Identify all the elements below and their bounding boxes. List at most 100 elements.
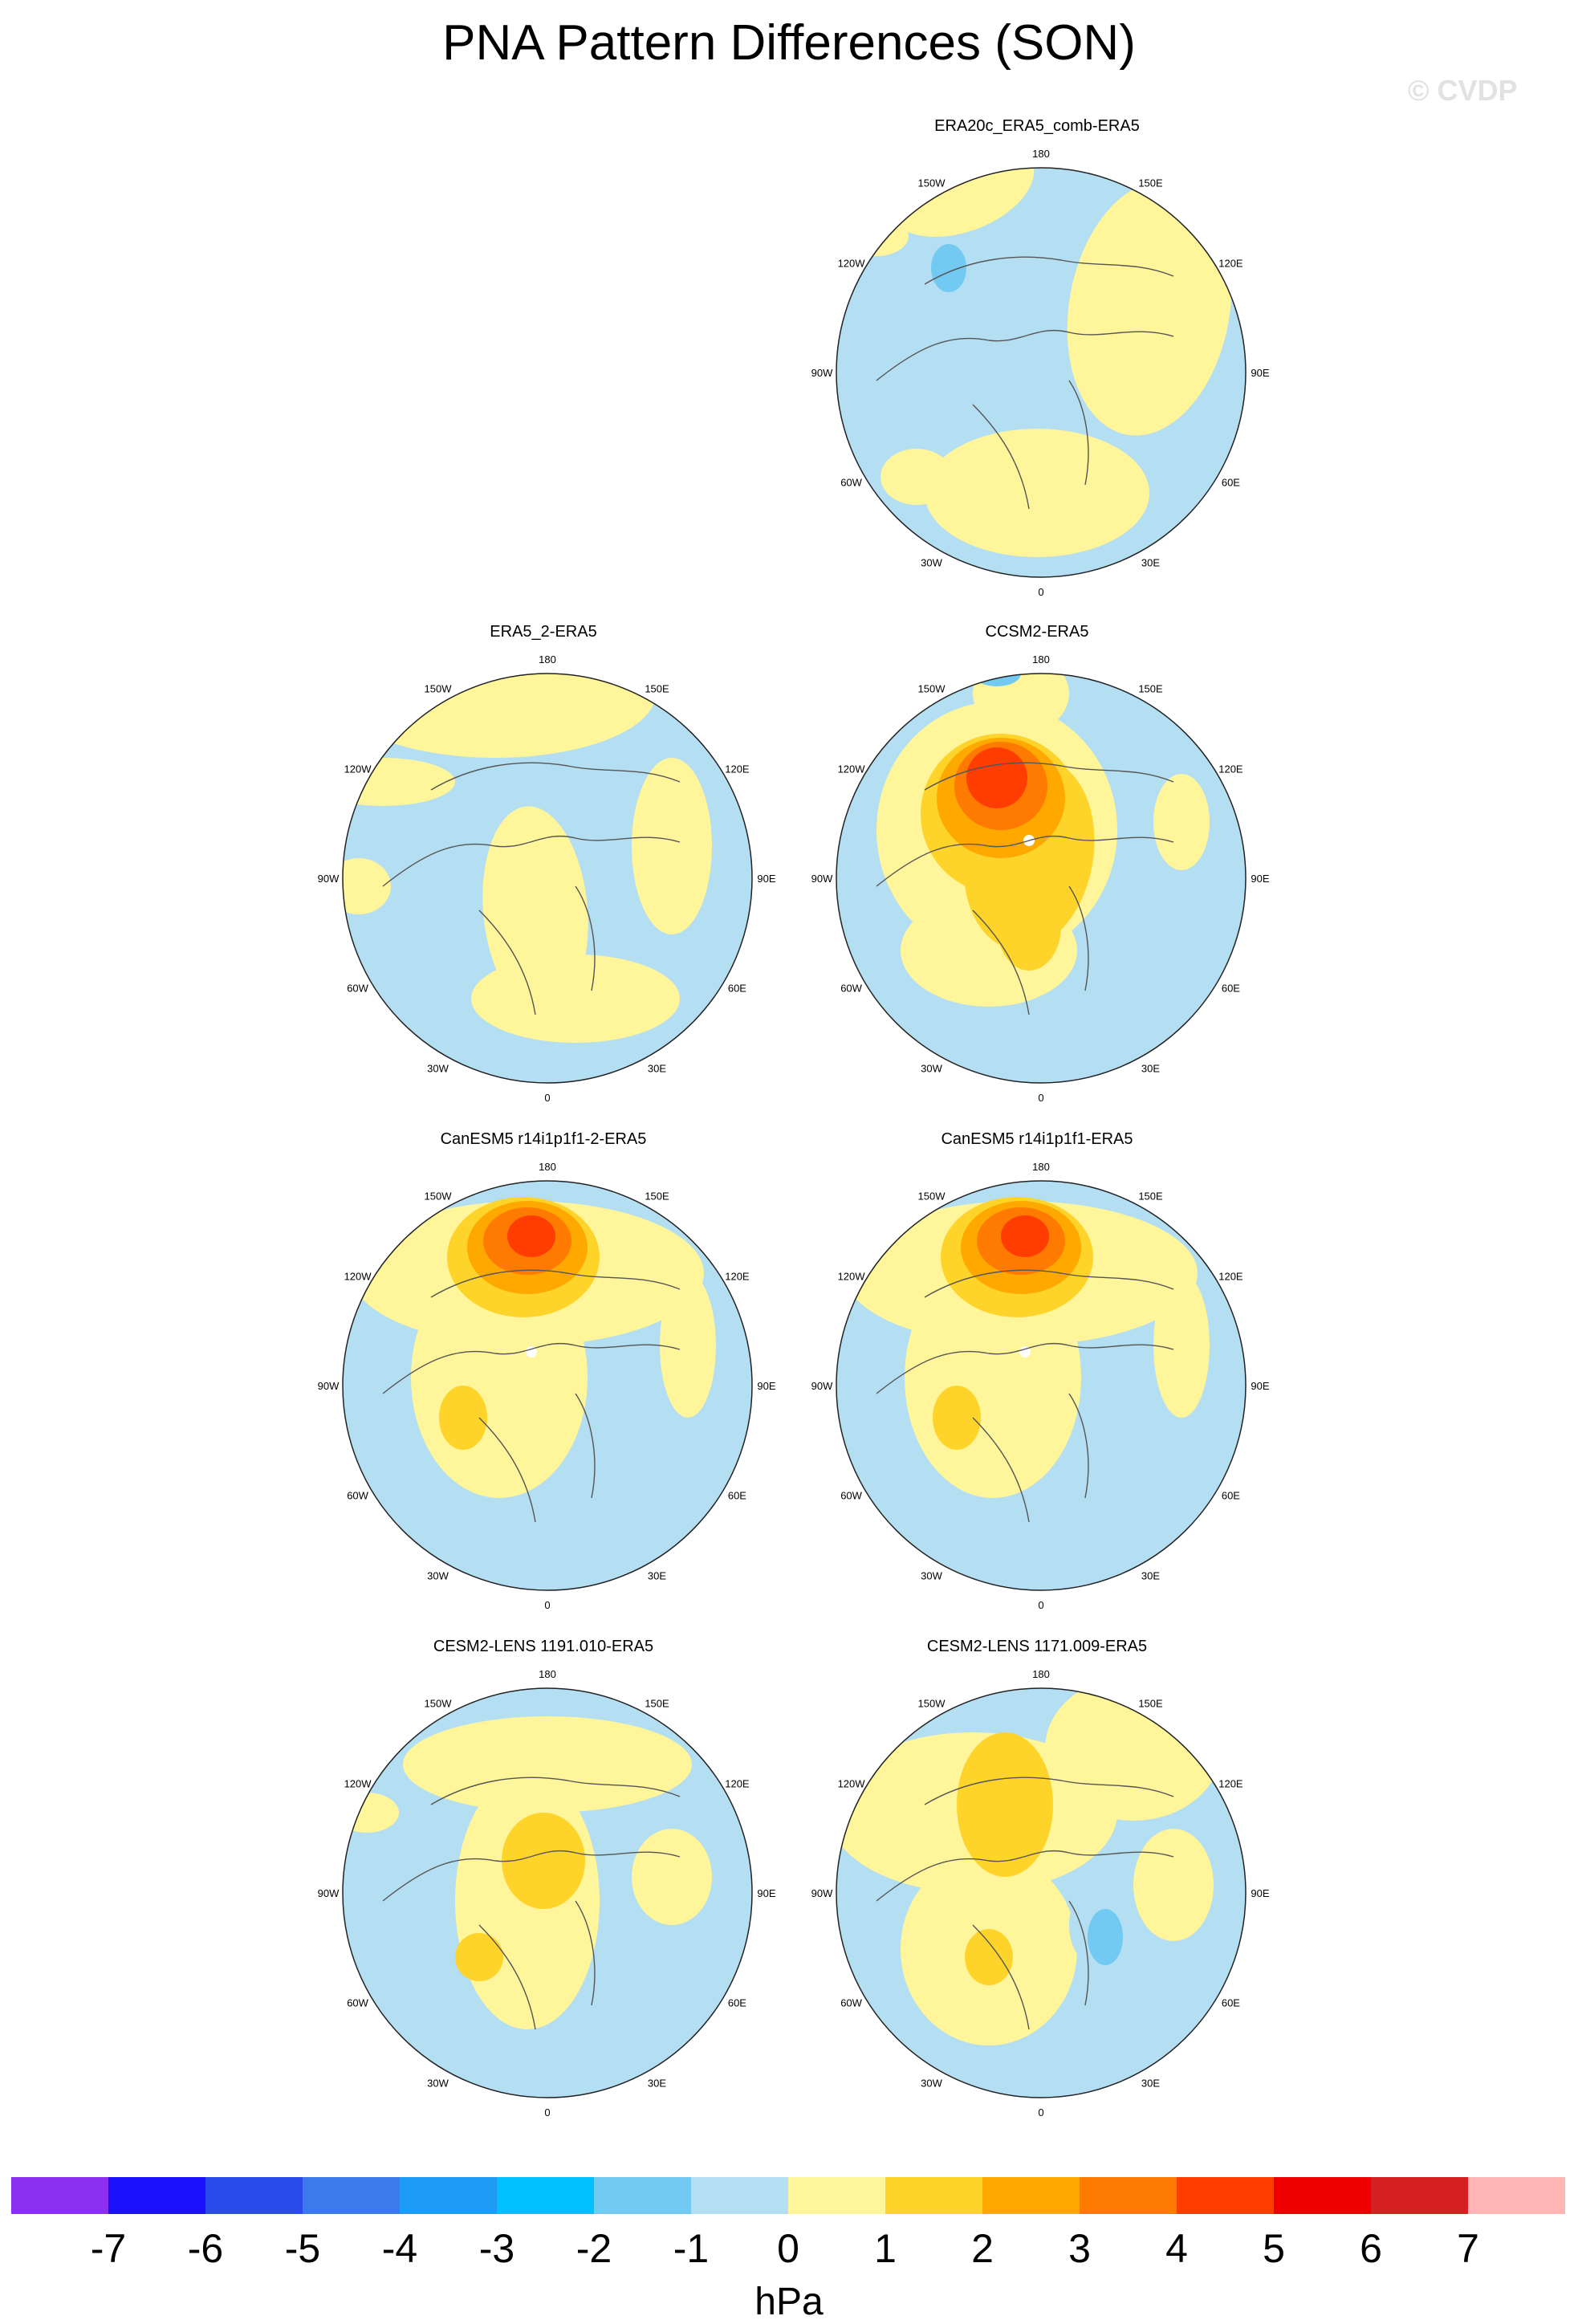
positive-anomaly (887, 168, 1035, 238)
negative-anomaly (931, 244, 966, 292)
polar-map: 180 150E 120E 90E 60E 30E 0 30W 60W 90W 120W 150W (318, 1161, 776, 1611)
colorbar-tick-label: -1 (673, 2226, 710, 2271)
longitude-label: 60E (728, 1997, 746, 2009)
positive-anomaly (1067, 181, 1232, 436)
longitude-label: 60E (1222, 1997, 1240, 2009)
positive-anomaly (933, 1386, 981, 1450)
longitude-label: 180 (1032, 653, 1050, 665)
positive-anomaly (973, 674, 1069, 734)
colorbar-swatch (11, 2177, 108, 2214)
longitude-label: 60W (840, 1997, 862, 2009)
colorbar-tick-label: -2 (575, 2226, 612, 2271)
longitude-label: 90W (318, 873, 340, 885)
longitude-label: 30E (1141, 556, 1160, 568)
longitude-label: 30E (1141, 2077, 1160, 2089)
positive-anomaly (965, 1929, 1013, 1985)
colorbar-tick-label: 1 (874, 2226, 897, 2271)
longitude-label: 30W (921, 1062, 942, 1074)
longitude-label: 150W (918, 683, 946, 695)
pole-marker (1019, 1346, 1031, 1357)
longitude-label: 90W (811, 1380, 833, 1392)
positive-anomaly (507, 1215, 555, 1257)
coastline (382, 1269, 681, 1523)
colorbar-swatch (982, 2177, 1080, 2214)
panel-title: CanESM5 r14i1p1f1-2-ERA5 (440, 1130, 647, 1148)
colorbar-tick-label: 7 (1457, 2226, 1479, 2271)
colorbar-tick-label: 6 (1360, 2226, 1382, 2271)
longitude-label: 120E (1218, 1778, 1243, 1790)
longitude-label: 150W (918, 1190, 946, 1203)
colorbar (11, 2177, 1567, 2214)
longitude-label: 60W (347, 1997, 368, 2009)
positive-anomaly (455, 1933, 503, 1981)
longitude-label: 0 (1038, 2106, 1043, 2118)
polar-map: 180 150E 120E 90E 60E 30E 0 30W 60W 90W 120W 150W (811, 653, 1270, 1104)
polar-map: 180 150E 120E 90E 60E 30E 0 30W 60W 90W 120W 150W (318, 653, 776, 1104)
colorbar-swatch (303, 2177, 400, 2214)
longitude-label: 90E (757, 1887, 775, 1899)
longitude-label: 30E (1141, 1569, 1160, 1581)
longitude-label: 90W (811, 873, 833, 885)
longitude-label: 0 (1038, 1092, 1043, 1104)
longitude-label: 60W (840, 983, 862, 995)
coastline (876, 762, 1174, 1015)
colorbar-tick-label: -6 (187, 2226, 224, 2271)
colorbar-swatch (108, 2177, 205, 2214)
panel-title: ERA20c_ERA5_comb-ERA5 (934, 117, 1140, 135)
positive-anomaly (632, 1829, 712, 1925)
longitude-label: 180 (539, 653, 556, 665)
longitude-label: 180 (1032, 1668, 1050, 1680)
map-panel-canesm5-2: CanESM5 r14i1p1f1-2-ERA5 180 150E 120E 90E 6… (318, 1130, 776, 1612)
colorbar-tick-label: 4 (1165, 2226, 1188, 2271)
panel-title: CESM2-LENS 1171.009-ERA5 (926, 1638, 1148, 1655)
polar-map: 180 150E 120E 90E 60E 30E 0 30W 60W 90W 120W 150W (811, 1668, 1270, 2118)
positive-anomaly (1133, 1829, 1214, 1941)
longitude-label: 0 (544, 1599, 550, 1611)
longitude-label: 150W (425, 683, 453, 695)
longitude-label: 60W (347, 983, 368, 995)
coastline (876, 1777, 1174, 2030)
colorbar-swatch (1080, 2177, 1177, 2214)
longitude-label: 30E (648, 1062, 666, 1074)
longitude-label: 30W (427, 2077, 449, 2089)
colorbar-tick-label: 5 (1263, 2226, 1285, 2271)
map-panel-canesm5: CanESM5 r14i1p1f1-ERA5 180 150E 120E 90E 60E… (811, 1130, 1270, 1612)
positive-anomaly (343, 858, 391, 914)
longitude-label: 150W (425, 1190, 453, 1203)
positive-anomaly (881, 449, 953, 505)
colorbar-swatch (1274, 2177, 1371, 2214)
longitude-label: 120E (1218, 763, 1243, 775)
longitude-label: 60W (347, 1490, 368, 1502)
colorbar-tick-label: 3 (1068, 2226, 1091, 2271)
map-panel-cesm2-lens-1171: CESM2-LENS 1171.009-ERA5 180 150E 120E 90E 6… (811, 1638, 1270, 2119)
colorbar-swatch (205, 2177, 303, 2214)
longitude-label: 60W (840, 477, 862, 489)
figure-title: PNA Pattern Differences (SON) (442, 15, 1136, 71)
positive-anomaly (502, 1813, 585, 1909)
map-panel-cesm2-lens-1191: CESM2-LENS 1191.010-ERA5 180 150E 120E 90E 6… (318, 1638, 776, 2119)
positive-anomaly (343, 1793, 399, 1833)
longitude-label: 150E (645, 1190, 669, 1203)
positive-anomaly (957, 1732, 1053, 1877)
colorbar-tick-label: -7 (90, 2226, 127, 2271)
map-border (342, 1687, 753, 2098)
longitude-label: 90E (1251, 367, 1269, 379)
positive-anomaly (1153, 1273, 1210, 1418)
longitude-label: 120E (1218, 258, 1243, 270)
map-border (836, 1687, 1247, 2098)
longitude-label: 0 (544, 2106, 550, 2118)
longitude-label: 150E (1138, 683, 1163, 695)
longitude-label: 120E (725, 1271, 750, 1283)
pole-marker (526, 1346, 537, 1357)
longitude-label: 120W (344, 763, 372, 775)
longitude-label: 90W (811, 367, 833, 379)
colorbar-swatch (1177, 2177, 1274, 2214)
polar-map: 180 150E 120E 90E 60E 30E 0 30W 60W 90W 120W 150W (811, 148, 1270, 598)
colorbar-swatch (594, 2177, 691, 2214)
colorbar-swatch (885, 2177, 982, 2214)
longitude-label: 60E (728, 983, 746, 995)
longitude-label: 120W (838, 1271, 866, 1283)
longitude-label: 120W (344, 1271, 372, 1283)
longitude-label: 180 (539, 1161, 556, 1173)
longitude-label: 150E (1138, 1698, 1163, 1710)
